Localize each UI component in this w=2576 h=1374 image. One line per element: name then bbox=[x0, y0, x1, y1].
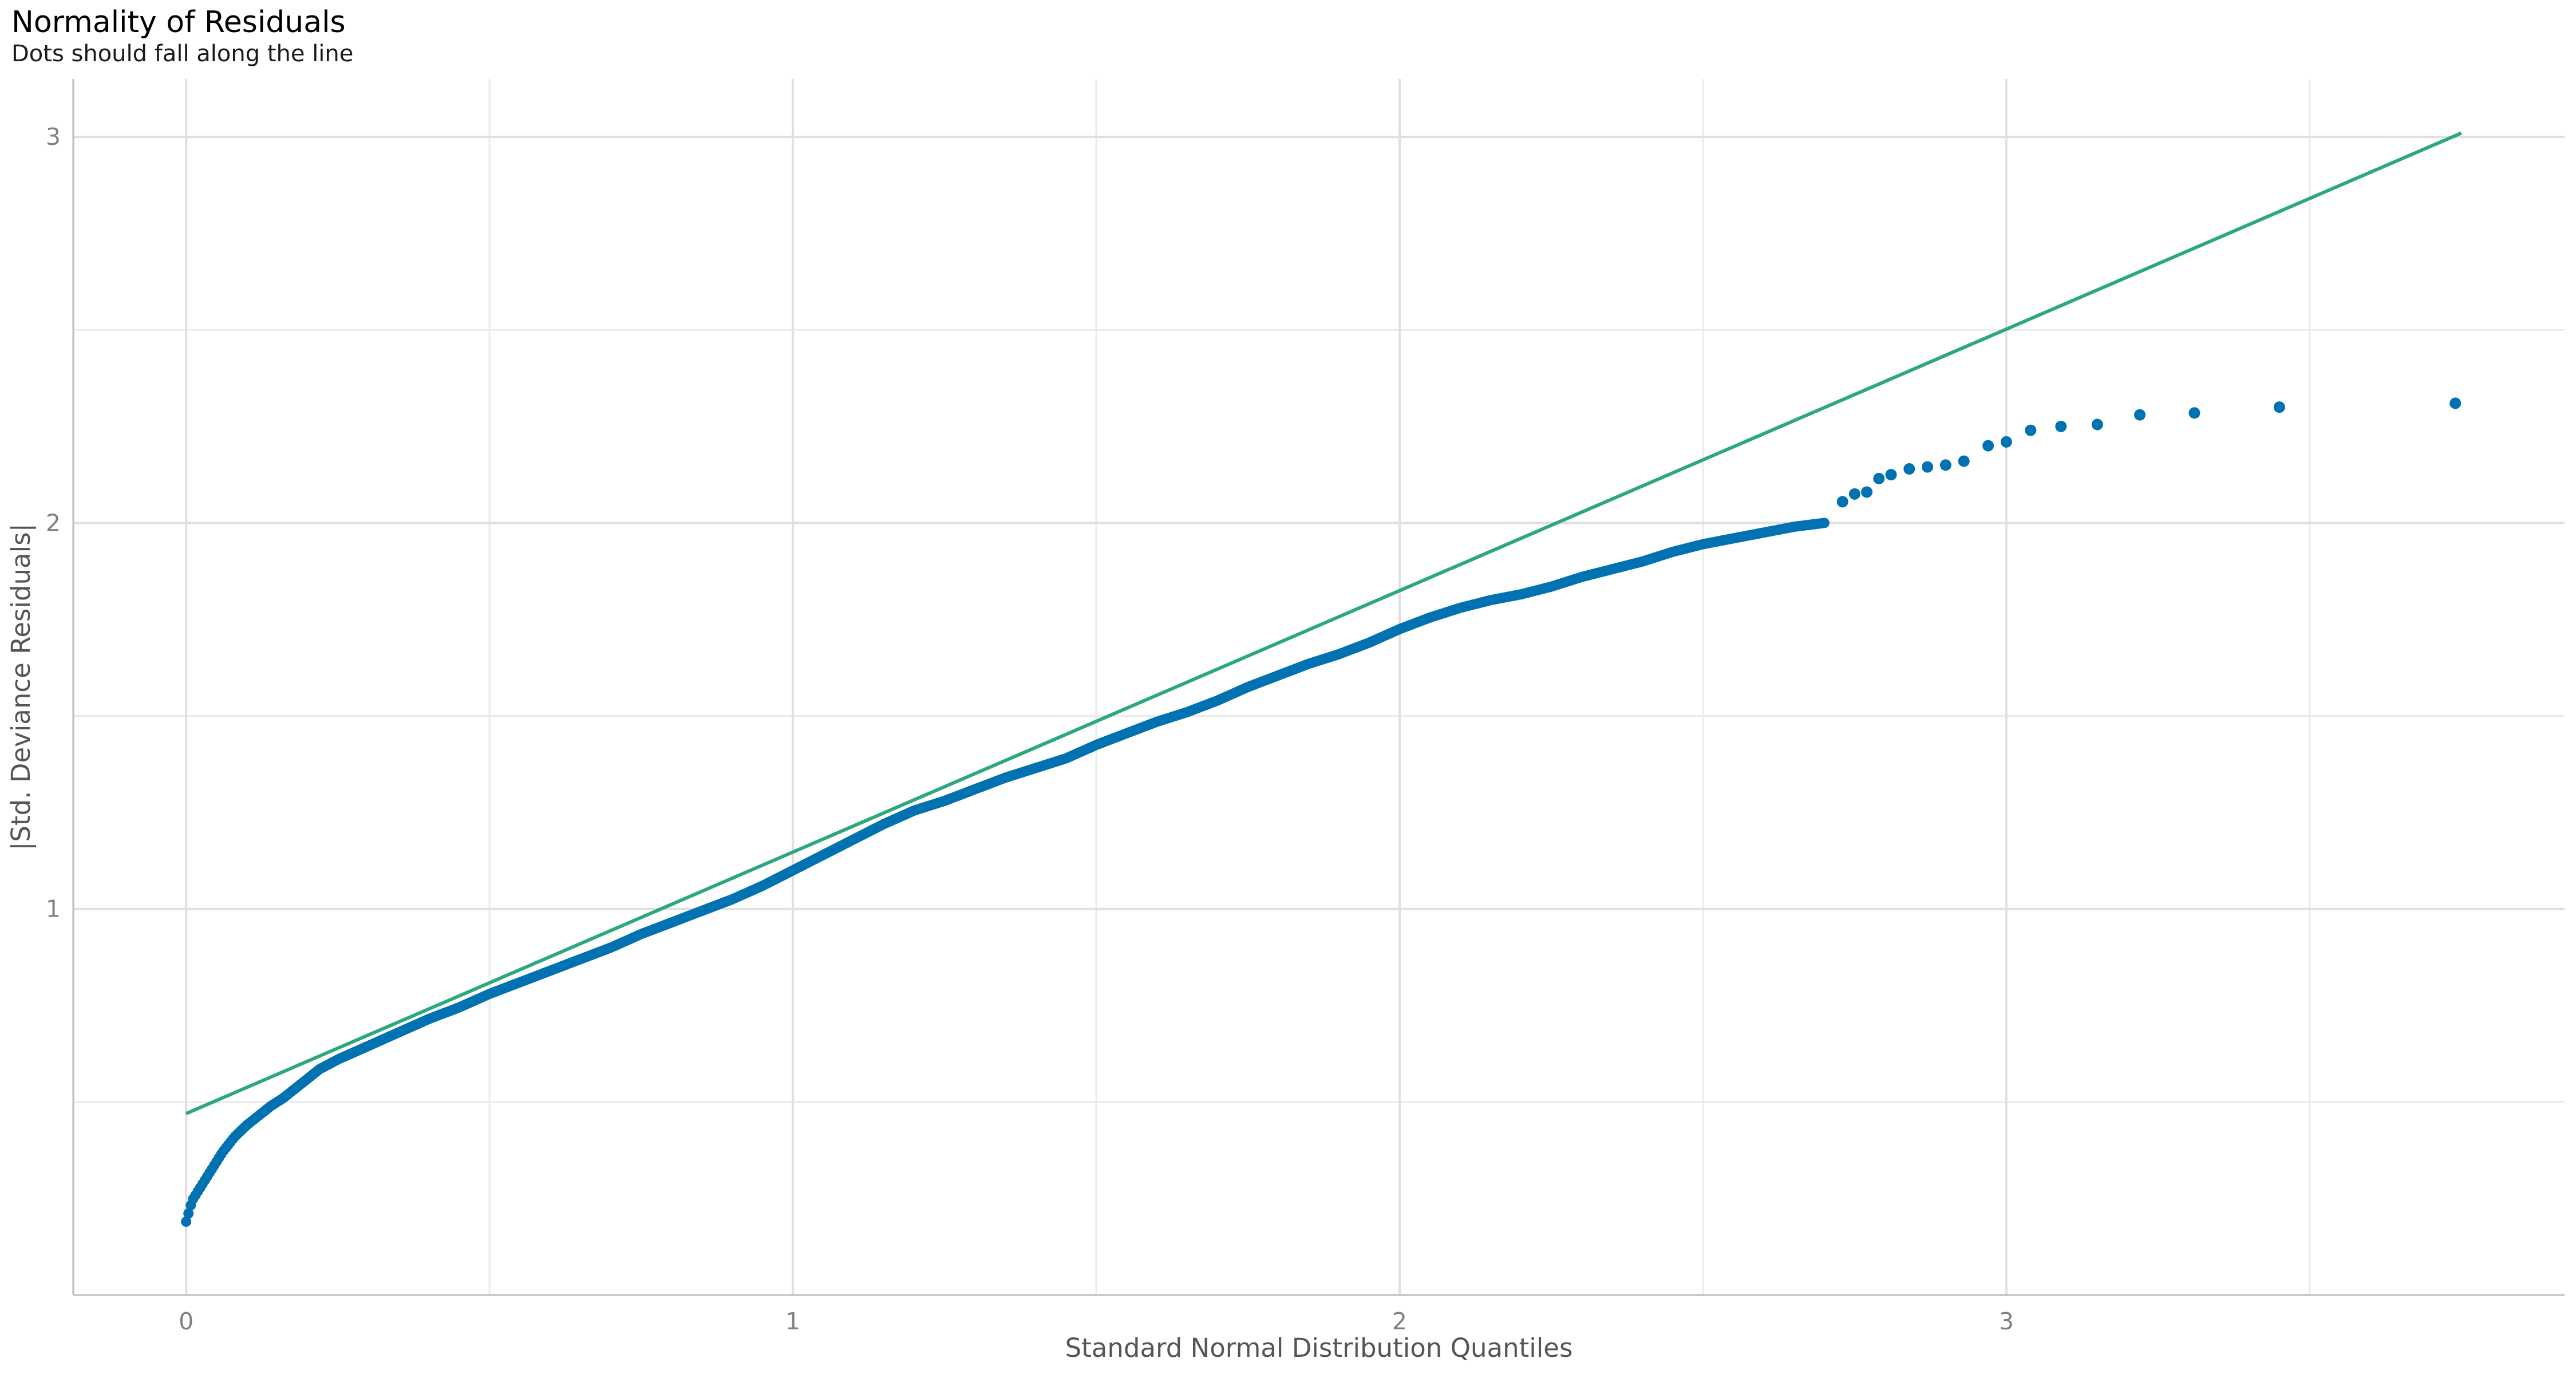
x-tick-label: 3 bbox=[1999, 1308, 2014, 1335]
reference-line bbox=[185, 131, 2463, 1115]
residual-point bbox=[2134, 409, 2146, 421]
residual-point bbox=[2000, 436, 2012, 448]
y-tick-label: 1 bbox=[46, 895, 61, 923]
x-axis-title: Standard Normal Distribution Quantiles bbox=[1065, 1333, 1573, 1363]
residual-point bbox=[1903, 463, 1915, 475]
residual-point bbox=[2055, 420, 2067, 432]
chart-title: Normality of Residuals bbox=[11, 5, 346, 40]
residual-point bbox=[1873, 472, 1885, 484]
x-tick-label: 0 bbox=[179, 1308, 193, 1335]
residual-point bbox=[2449, 397, 2462, 409]
reference-line-group bbox=[185, 131, 2463, 1115]
y-axis-title: |Std. Deviance Residuals| bbox=[6, 523, 36, 851]
y-tick-label: 2 bbox=[46, 509, 61, 536]
residual-point bbox=[1885, 469, 1897, 481]
residual-point bbox=[2091, 418, 2103, 431]
y-tick-label: 3 bbox=[46, 123, 61, 151]
tick-labels: 0 1 2 3 1 2 3 bbox=[46, 123, 2014, 1335]
residual-point bbox=[2188, 407, 2200, 419]
residual-point bbox=[1958, 455, 1970, 467]
residual-point bbox=[1982, 440, 1994, 452]
residual-point bbox=[1922, 461, 1934, 473]
residual-point bbox=[1819, 518, 1830, 528]
x-tick-label: 2 bbox=[1392, 1308, 1407, 1335]
grid bbox=[73, 79, 2565, 1295]
residual-point bbox=[181, 1216, 192, 1227]
x-tick-label: 1 bbox=[785, 1308, 800, 1335]
residual-point bbox=[1848, 488, 1860, 500]
residual-point bbox=[2273, 401, 2285, 413]
residual-points bbox=[181, 397, 2462, 1227]
residual-point bbox=[183, 1208, 194, 1219]
residual-point bbox=[1939, 459, 1951, 471]
chart-subtitle: Dots should fall along the line bbox=[11, 41, 353, 67]
residual-point bbox=[2025, 424, 2037, 436]
residual-point bbox=[1836, 496, 1848, 508]
residual-point bbox=[1861, 486, 1873, 498]
